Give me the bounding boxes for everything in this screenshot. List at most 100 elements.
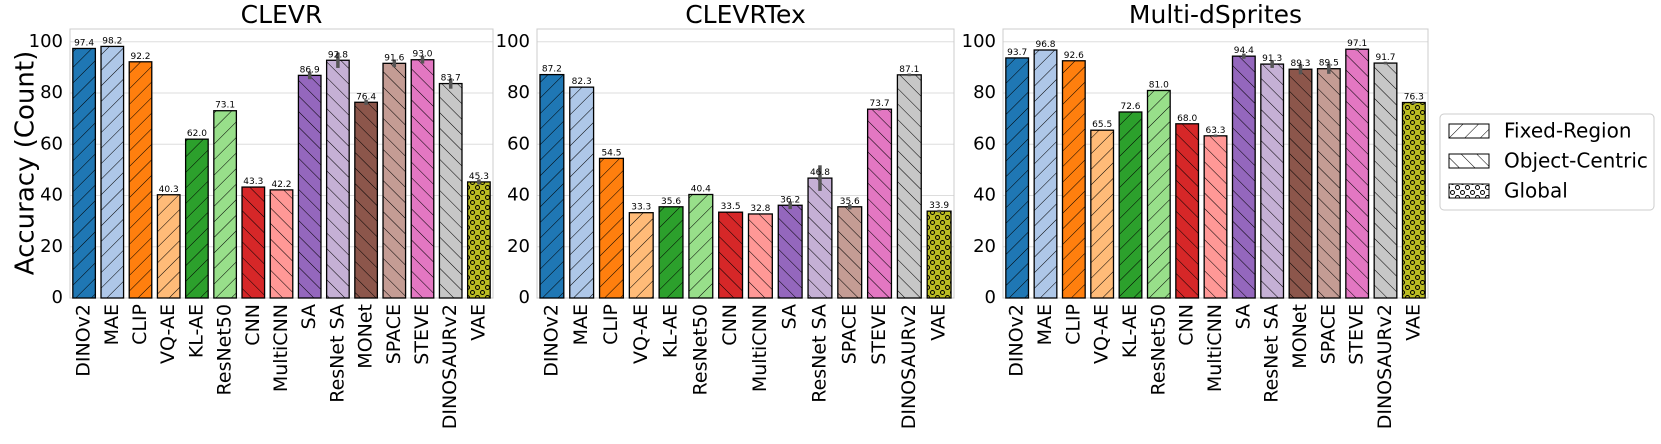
bar-hatch-clip: [128, 61, 153, 299]
value-label-vae: 33.9: [929, 201, 949, 211]
x-tick-label-cnn: CNN: [242, 304, 264, 346]
value-label-space: 91.6: [384, 53, 404, 63]
value-label-vae: 45.3: [469, 172, 489, 182]
x-tick-label-dinov2: DINOv2: [1006, 304, 1028, 377]
value-label-resnet50: 40.4: [691, 184, 711, 194]
bar-hatch-resnet-sa: [1260, 63, 1285, 299]
y-axis-label: Accuracy (Count): [11, 51, 41, 275]
value-label-mae: 96.8: [1035, 40, 1055, 50]
panel-title: CLEVRTex: [685, 0, 806, 29]
x-tick-label-vae: VAE: [928, 304, 950, 341]
y-tick-label: 100: [29, 31, 63, 52]
bar-hatch-vae: [1401, 101, 1426, 299]
x-tick-label-kl-ae: KL-AE: [1119, 304, 1141, 358]
bar-hatch-cnn: [718, 211, 744, 299]
y-tick-label: 80: [40, 82, 63, 103]
bar-hatch-kl-ae: [658, 206, 684, 299]
bar-hatch-resnet-sa: [325, 59, 350, 299]
bar-hatch-dinov2: [1005, 57, 1030, 299]
y-tick-label: 40: [507, 185, 530, 206]
bar-hatch-kl-ae: [184, 138, 209, 299]
y-tick-label: 60: [40, 133, 63, 154]
x-tick-label-dinov2: DINOv2: [540, 304, 562, 377]
x-tick-label-vq-ae: VQ-AE: [630, 304, 652, 364]
x-tick-label-mae: MAE: [1034, 304, 1056, 345]
value-label-resnet-sa: 91.3: [1262, 54, 1282, 64]
bar-hatch-steve: [866, 108, 893, 299]
legend-swatch-object-centric: [1448, 153, 1490, 169]
x-tick-label-monet: MONet: [1289, 304, 1311, 369]
bar-hatch-dinov2: [539, 73, 565, 299]
value-label-mae: 98.2: [102, 36, 122, 46]
x-tick-label-clip: CLIP: [600, 304, 622, 345]
y-tick-label: 80: [507, 82, 530, 103]
y-tick-label: 40: [973, 185, 996, 206]
value-label-monet: 76.4: [356, 92, 376, 102]
value-label-dinosaurv2: 83.7: [441, 74, 461, 84]
bar-hatch-resnet50: [213, 110, 238, 299]
y-tick-label: 20: [40, 236, 63, 257]
chart-panel-clevr: CLEVR 0 20 40 60 80 100 97.4 DINOv2 98.2 MAE 92.2 CL…: [29, 0, 494, 429]
x-tick-label-resnet50: ResNet50: [1147, 304, 1169, 395]
bar-hatch-space: [1316, 68, 1341, 299]
value-label-multicnn: 63.3: [1205, 126, 1225, 136]
value-label-mae: 82.3: [572, 77, 592, 87]
x-tick-label-vq-ae: VQ-AE: [1091, 304, 1113, 364]
value-label-kl-ae: 72.6: [1120, 102, 1140, 112]
bar-hatch-sa: [1231, 55, 1256, 299]
bar-hatch-mae: [100, 45, 125, 299]
value-label-cnn: 43.3: [243, 177, 263, 187]
x-tick-label-multicnn: MultiCNN: [749, 304, 771, 392]
value-label-dinosaurv2: 91.7: [1375, 53, 1395, 63]
value-label-clip: 92.6: [1064, 51, 1084, 61]
bar-hatch-monet: [1288, 68, 1313, 299]
y-tick-label: 0: [52, 287, 63, 308]
bar-hatch-dinov2: [72, 47, 97, 299]
bar-hatch-sa: [777, 204, 803, 299]
value-label-clip: 92.2: [130, 52, 150, 62]
chart-panel-multi-dsprites: Multi-dSprites 0 20 40 60 80 100 93.7 DINOv2 96.8…: [962, 0, 1429, 429]
value-label-resnet50: 73.1: [215, 101, 235, 111]
value-label-resnet50: 81.0: [1149, 80, 1169, 90]
y-tick-label: 20: [507, 236, 530, 257]
legend-swatch-fixed-region: [1448, 123, 1490, 139]
x-tick-label-multicnn: MultiCNN: [1204, 304, 1226, 392]
x-tick-label-mae: MAE: [570, 304, 592, 345]
value-label-multicnn: 42.2: [271, 180, 291, 190]
bar-hatch-vq-ae: [156, 194, 181, 299]
y-tick-label: 100: [496, 31, 530, 52]
bar-hatch-dinosaurv2: [1373, 62, 1398, 299]
legend-frame: [1439, 113, 1655, 211]
x-tick-label-dinov2: DINOv2: [73, 304, 95, 377]
x-tick-label-steve: STEVE: [868, 304, 890, 365]
x-tick-label-resnet-sa: ResNet SA: [1261, 304, 1283, 403]
x-tick-label-clip: CLIP: [129, 304, 151, 345]
value-label-dinov2: 93.7: [1007, 48, 1027, 58]
x-tick-label-vae: VAE: [1402, 304, 1424, 341]
value-label-vae: 76.3: [1404, 93, 1424, 103]
value-label-monet: 89.3: [1290, 59, 1310, 69]
bar-hatch-vq-ae: [628, 212, 654, 299]
x-tick-label-resnet-sa: ResNet SA: [808, 304, 830, 403]
x-tick-label-multicnn: MultiCNN: [270, 304, 292, 392]
bar-hatch-steve: [1345, 48, 1370, 299]
value-label-dinov2: 87.2: [542, 65, 562, 75]
y-tick-label: 20: [973, 236, 996, 257]
value-label-multicnn: 32.8: [750, 204, 770, 214]
x-tick-label-kl-ae: KL-AE: [185, 304, 207, 358]
bar-hatch-resnet50: [688, 193, 714, 299]
bar-hatch-steve: [410, 59, 435, 299]
value-label-vq-ae: 33.3: [631, 203, 651, 213]
bar-hatch-vae: [466, 181, 491, 299]
x-tick-label-steve: STEVE: [411, 304, 433, 365]
value-label-vq-ae: 40.3: [159, 185, 179, 195]
x-tick-label-space: SPACE: [1317, 304, 1339, 364]
legend-label-object-centric: Object-Centric: [1504, 149, 1648, 173]
bar-hatch-multicnn: [1203, 135, 1228, 299]
x-tick-label-sa: SA: [779, 304, 801, 329]
x-tick-label-monet: MONet: [355, 304, 377, 369]
value-label-space: 35.6: [840, 197, 860, 207]
value-label-sa: 86.9: [300, 65, 320, 75]
bar-hatch-dinosaurv2: [438, 82, 463, 299]
panel-title: Multi-dSprites: [1129, 0, 1302, 29]
